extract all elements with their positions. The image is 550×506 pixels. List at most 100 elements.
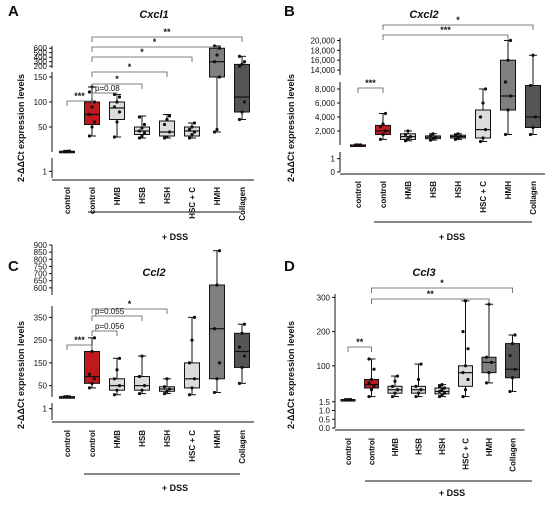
significance-bracket: *: [91, 299, 168, 314]
data-point: [503, 80, 508, 84]
box-2: [109, 92, 125, 139]
data-point: [431, 137, 435, 141]
data-point: [508, 94, 513, 98]
data-point: [87, 372, 92, 376]
data-point: [137, 115, 142, 119]
data-point: [242, 354, 247, 358]
y-tick-label: 1.0: [319, 407, 331, 416]
data-point: [165, 389, 169, 393]
x-tick-label: HSC + C: [188, 187, 197, 219]
data-point: [513, 367, 517, 371]
y-axis-label: 2-ΔΔCt expression levels: [16, 321, 26, 429]
data-point: [190, 125, 194, 129]
box-1: [364, 357, 379, 399]
significance-label: *: [128, 299, 132, 309]
y-tick-label: 16,000: [311, 56, 336, 65]
bracket-line: [91, 315, 143, 321]
data-point: [140, 134, 144, 138]
data-point: [162, 136, 167, 140]
data-point: [510, 376, 515, 380]
significance-label: ***: [440, 25, 451, 35]
bracket-line: [91, 46, 218, 52]
x-tick-label: HSH: [163, 187, 172, 204]
data-point: [90, 381, 94, 385]
data-point: [165, 135, 169, 139]
data-point: [187, 136, 192, 140]
data-point: [487, 302, 491, 306]
data-point: [356, 143, 360, 147]
data-point: [393, 391, 397, 395]
data-point: [367, 357, 371, 361]
data-point: [403, 139, 408, 143]
data-point: [162, 122, 167, 127]
significance-bracket: **: [347, 337, 372, 352]
data-point: [217, 46, 222, 50]
data-point: [528, 132, 533, 137]
x-tick-label: HSH: [438, 438, 447, 455]
box-body: [458, 365, 473, 387]
box-body: [475, 109, 491, 139]
x-tick-label: control: [379, 181, 388, 208]
y-tick-label: 300: [317, 293, 331, 302]
data-point: [190, 386, 194, 390]
box-0: [340, 397, 356, 402]
x-tick-label: Collagen: [509, 438, 518, 472]
data-point: [456, 136, 460, 140]
data-point: [372, 367, 376, 371]
data-point: [237, 54, 242, 58]
x-tick-label: HMB: [113, 430, 122, 448]
y-tick-label: 2,000: [315, 127, 336, 136]
box-3: [134, 354, 150, 396]
box-3: [411, 362, 426, 399]
significance-bracket: ***: [66, 335, 93, 350]
y-tick-label: 300: [34, 58, 48, 67]
data-point: [395, 374, 400, 378]
box-body: [234, 63, 250, 113]
chart-title: Cxcl2: [409, 9, 438, 21]
data-point: [453, 137, 458, 141]
data-point: [393, 379, 397, 383]
data-point: [381, 132, 385, 137]
bracket-line: [382, 24, 534, 30]
data-point: [510, 341, 515, 346]
box-body: [209, 47, 225, 78]
data-point: [217, 249, 222, 253]
data-point: [167, 387, 172, 391]
data-point: [437, 384, 442, 388]
panel-c: C Ccl2 2-ΔΔCt expression levels + DSS 15…: [8, 241, 254, 493]
data-point: [403, 132, 408, 137]
significance-bracket: ***: [357, 78, 384, 93]
y-tick-label: 50: [38, 382, 47, 391]
y-tick-label: 1: [43, 405, 48, 414]
data-point: [137, 374, 142, 379]
data-point: [442, 386, 447, 390]
data-point: [192, 377, 197, 381]
data-point: [508, 353, 512, 358]
data-point: [481, 136, 485, 140]
x-tick-label: control: [63, 187, 72, 214]
box-2: [387, 374, 403, 399]
data-point: [487, 371, 491, 375]
y-tick-label: 8,000: [315, 85, 336, 94]
data-point: [162, 391, 167, 396]
data-point: [142, 122, 147, 127]
data-point: [65, 149, 69, 153]
x-tick-label: HMB: [404, 181, 413, 199]
bracket-line: [91, 71, 168, 77]
data-point: [372, 384, 376, 388]
significance-label: ***: [74, 335, 85, 345]
data-point: [456, 132, 460, 136]
x-tick-label: HSH: [454, 181, 463, 198]
box-body: [234, 332, 250, 368]
data-point: [62, 395, 67, 399]
chart-title: Ccl3: [412, 267, 435, 279]
chart-title: Cxcl1: [139, 9, 168, 21]
data-point: [90, 105, 94, 109]
data-point: [142, 384, 147, 388]
data-point: [463, 299, 468, 303]
data-point: [237, 64, 242, 68]
data-point: [367, 394, 371, 399]
data-point: [115, 120, 119, 124]
data-point: [466, 347, 470, 351]
